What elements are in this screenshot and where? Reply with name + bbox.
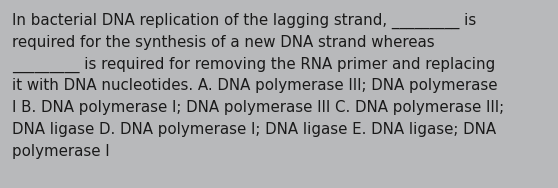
Text: I B. DNA polymerase I; DNA polymerase III C. DNA polymerase III;: I B. DNA polymerase I; DNA polymerase II… bbox=[12, 100, 504, 115]
Text: DNA ligase D. DNA polymerase I; DNA ligase E. DNA ligase; DNA: DNA ligase D. DNA polymerase I; DNA liga… bbox=[12, 122, 497, 137]
Text: it with DNA nucleotides. A. DNA polymerase III; DNA polymerase: it with DNA nucleotides. A. DNA polymera… bbox=[12, 78, 498, 93]
Text: polymerase I: polymerase I bbox=[12, 144, 110, 159]
Text: In bacterial DNA replication of the lagging strand, _________ is: In bacterial DNA replication of the lagg… bbox=[12, 13, 477, 29]
Text: _________ is required for removing the RNA primer and replacing: _________ is required for removing the R… bbox=[12, 57, 496, 73]
Text: required for the synthesis of a new DNA strand whereas: required for the synthesis of a new DNA … bbox=[12, 35, 435, 50]
